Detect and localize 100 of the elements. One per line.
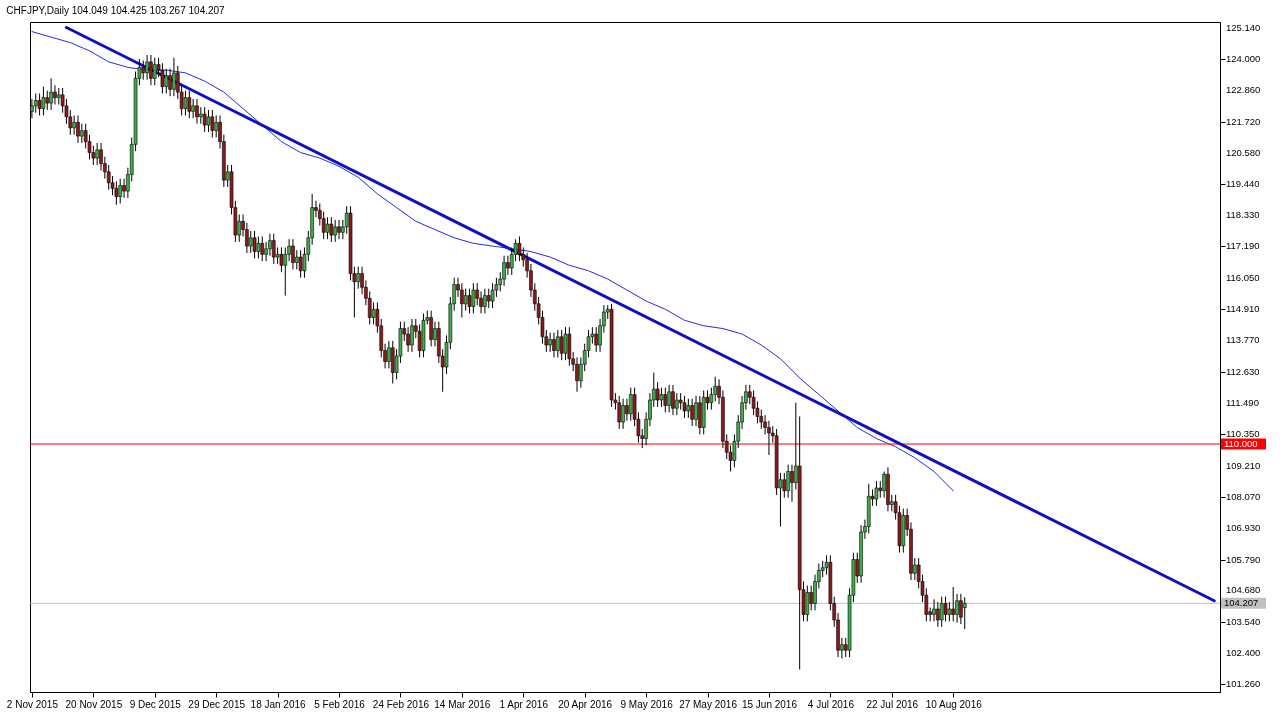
candlestick [33,92,38,114]
candlestick [625,398,629,422]
y-tick-label: 116.050 [1226,271,1260,283]
candlestick [506,255,510,276]
candlestick [947,601,952,622]
x-tick-label: 20 Apr 2016 [558,698,613,710]
candlestick [556,329,560,358]
candlestick [682,395,687,419]
candlestick [936,601,940,628]
candlestick [41,86,46,116]
candlestick [80,123,84,144]
candlestick [145,54,149,81]
candlestick [168,68,172,97]
candlestick [114,180,119,206]
y-tick-label: 106.930 [1226,522,1261,534]
x-tick-label: 24 Feb 2016 [372,698,430,710]
x-tick-label: 5 Feb 2016 [314,698,366,710]
x-tick-label: 22 Jul 2016 [866,698,919,710]
y-tick-label: 113.770 [1226,334,1260,346]
y-tick-label: 119.440 [1226,178,1260,190]
x-tick-label: 9 May 2016 [620,698,674,710]
candlestick [164,68,169,94]
candlestick [786,464,790,499]
x-tick-label: 4 Jul 2016 [807,698,855,710]
candlestick [552,332,556,358]
candlestick [271,233,276,265]
candlestick [45,90,50,111]
candlestick [95,142,99,166]
y-tick-label: 122.860 [1226,84,1261,96]
candlestick [575,356,579,393]
candlestick [321,211,326,240]
candlestick [76,114,80,144]
y-tick-label: 124.000 [1226,53,1261,65]
y-tick-label: 112.630 [1226,365,1260,377]
candlestick [49,77,53,111]
candlestick [256,235,261,259]
candlestick [291,238,295,270]
candlestick [790,464,794,503]
candlestick [333,219,337,243]
candlestick [417,323,422,358]
candlestick [191,98,195,119]
line-series [31,31,954,492]
candlestick [563,326,568,361]
x-tick-label: 9 Dec 2015 [129,698,182,710]
candlestick [959,593,963,625]
candlestick [659,387,664,408]
candlestick [206,109,211,133]
candlestick [486,288,491,309]
x-tick-label: 29 Dec 2015 [188,698,246,710]
candlestick [809,585,813,611]
candlestick [149,54,153,86]
candlestick [690,398,694,427]
candlestick [667,384,671,413]
candlestick [183,90,188,116]
candlestick [298,249,303,279]
candlestick [371,301,376,325]
candlestick [655,381,660,408]
x-tick-label: 10 Aug 2016 [925,698,983,710]
candlestick [621,398,625,430]
candlestick [160,62,165,94]
y-tick-label: 110.350 [1226,428,1260,440]
candlestick [467,288,472,314]
candlestick [252,230,257,259]
candlestick [410,318,414,353]
candlestick [329,216,334,243]
y-tick-label: 105.790 [1226,553,1261,565]
y-tick-label: 108.070 [1226,491,1261,503]
ref-line-label: 104.207 [1224,597,1259,609]
candlestick [594,326,599,353]
candlestick [694,395,698,427]
candlestick [406,326,410,353]
y-tick-label: 118.330 [1226,209,1260,220]
y-tick-label: 111.490 [1226,397,1259,409]
candlestick [53,84,57,105]
y-tick-label: 121.720 [1226,115,1261,127]
candlestick [471,282,476,314]
candlestick [325,216,330,240]
y-tick-label: 102.400 [1226,646,1261,658]
candlestick [490,282,495,309]
candlestick [548,332,552,353]
candlestick [502,255,506,287]
x-tick-label: 27 May 2016 [679,698,738,710]
candlestick [337,219,341,240]
candlestick [671,384,675,416]
y-tick-label: 109.210 [1226,459,1261,471]
candlestick [118,178,123,204]
candlestick [37,92,42,116]
y-tick-label: 114.910 [1226,303,1260,315]
candlestick [187,90,192,119]
candlestick [72,114,76,136]
candlestick [483,288,487,314]
candlestick [195,98,199,125]
candlestick [663,387,668,413]
candlestick [260,235,265,262]
candlestick [294,249,299,270]
candlestick [356,266,361,290]
candlestick [939,596,944,628]
candlestick [805,585,810,622]
ref-line-label: 110.000 [1224,438,1258,450]
candlestick [617,395,622,430]
